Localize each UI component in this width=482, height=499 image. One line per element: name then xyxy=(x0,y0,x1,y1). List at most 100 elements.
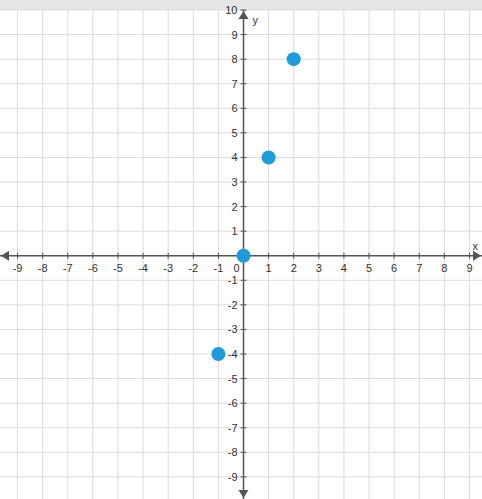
x-tick-label: 5 xyxy=(366,262,372,274)
y-tick-label: -5 xyxy=(228,373,238,385)
x-tick-label: -9 xyxy=(13,262,23,274)
y-tick-label: 6 xyxy=(231,102,237,114)
y-tick-label: 3 xyxy=(231,176,237,188)
y-tick-label: 9 xyxy=(231,29,237,41)
y-tick-label: 8 xyxy=(231,53,237,65)
point xyxy=(237,249,251,263)
grid-line-y xyxy=(0,304,482,305)
y-tick xyxy=(241,157,247,158)
y-axis-label: y xyxy=(253,14,259,26)
y-tick-label: -1 xyxy=(228,274,238,286)
x-tick-label: 8 xyxy=(441,262,447,274)
x-tick xyxy=(143,253,144,259)
plot-background xyxy=(0,10,482,499)
y-tick xyxy=(241,304,247,305)
x-axis-label: x xyxy=(473,240,479,252)
y-tick xyxy=(241,476,247,477)
grid-line-y xyxy=(0,83,482,84)
x-tick xyxy=(193,253,194,259)
grid-line-y xyxy=(0,231,482,232)
axis-arrow xyxy=(239,11,249,19)
y-tick xyxy=(241,329,247,330)
y-tick-label: -9 xyxy=(228,471,238,483)
x-tick xyxy=(318,253,319,259)
x-tick-label: -4 xyxy=(138,262,148,274)
x-tick xyxy=(67,253,68,259)
x-tick xyxy=(444,253,445,259)
x-tick xyxy=(17,253,18,259)
x-tick xyxy=(419,253,420,259)
x-tick-label: -7 xyxy=(63,262,73,274)
top-bar xyxy=(0,0,482,10)
points xyxy=(211,52,300,361)
x-tick xyxy=(469,253,470,259)
y-tick xyxy=(241,83,247,84)
y-tick-label: -4 xyxy=(228,348,238,360)
x-tick-label: -3 xyxy=(163,262,173,274)
grid-line-y xyxy=(0,10,482,11)
y-tick-label: -7 xyxy=(228,422,238,434)
x-tick xyxy=(293,253,294,259)
x-tick-label: -1 xyxy=(214,262,224,274)
x-tick-label: 9 xyxy=(466,262,472,274)
x-tick xyxy=(117,253,118,259)
x-tick-label: 6 xyxy=(391,262,397,274)
point xyxy=(262,150,276,164)
y-tick-label: -8 xyxy=(228,446,238,458)
axis-arrow xyxy=(239,490,249,498)
y-tick-label: 5 xyxy=(231,127,237,139)
grid-line-y xyxy=(0,378,482,379)
x-tick-label: 7 xyxy=(416,262,422,274)
grid-line-y xyxy=(0,427,482,428)
x-tick-label: 3 xyxy=(316,262,322,274)
y-tick-label: -6 xyxy=(228,397,238,409)
y-tick xyxy=(241,59,247,60)
grid-line-y xyxy=(0,280,482,281)
x-tick-label: -5 xyxy=(113,262,123,274)
y-tick xyxy=(241,378,247,379)
y-tick-label: -3 xyxy=(228,323,238,335)
x-tick-label: -2 xyxy=(188,262,198,274)
y-tick xyxy=(241,452,247,453)
y-tick xyxy=(241,403,247,404)
x-tick xyxy=(168,253,169,259)
y-tick-label: -2 xyxy=(228,299,238,311)
x-tick-label: 0 xyxy=(233,262,239,274)
y-tick xyxy=(241,132,247,133)
y-tick xyxy=(241,10,247,11)
y-tick xyxy=(241,34,247,35)
y-tick xyxy=(241,231,247,232)
y-tick xyxy=(241,108,247,109)
y-tick-label: 4 xyxy=(231,151,237,163)
grid-line-y xyxy=(0,132,482,133)
grid-line-y xyxy=(0,329,482,330)
x-tick xyxy=(42,253,43,259)
x-tick xyxy=(394,253,395,259)
axis-arrow xyxy=(473,251,481,261)
y-tick xyxy=(241,182,247,183)
grid-line-y xyxy=(0,182,482,183)
grid-line-y xyxy=(0,403,482,404)
y-tick-label: 10 xyxy=(225,4,237,16)
grid-line-y xyxy=(0,452,482,453)
x-tick-label: 2 xyxy=(291,262,297,274)
point xyxy=(287,52,301,66)
grid-line-y xyxy=(0,59,482,60)
x-tick xyxy=(218,253,219,259)
y-tick-label: 7 xyxy=(231,78,237,90)
chart: -9-8-7-6-5-4-3-2-10123456789-9-8-7-6-5-4… xyxy=(0,0,482,499)
x-tick xyxy=(268,253,269,259)
grid-line-y xyxy=(0,206,482,207)
grid-line-y xyxy=(0,34,482,35)
grid-line-y xyxy=(0,157,482,158)
y-tick xyxy=(241,280,247,281)
y-tick xyxy=(241,427,247,428)
y-tick-label: 2 xyxy=(231,201,237,213)
y-tick xyxy=(241,354,247,355)
x-tick-label: 1 xyxy=(266,262,272,274)
x-tick-label: -8 xyxy=(38,262,48,274)
y-tick-label: 1 xyxy=(231,225,237,237)
grid-line-y xyxy=(0,108,482,109)
grid-line-y xyxy=(0,476,482,477)
grid xyxy=(0,10,482,499)
